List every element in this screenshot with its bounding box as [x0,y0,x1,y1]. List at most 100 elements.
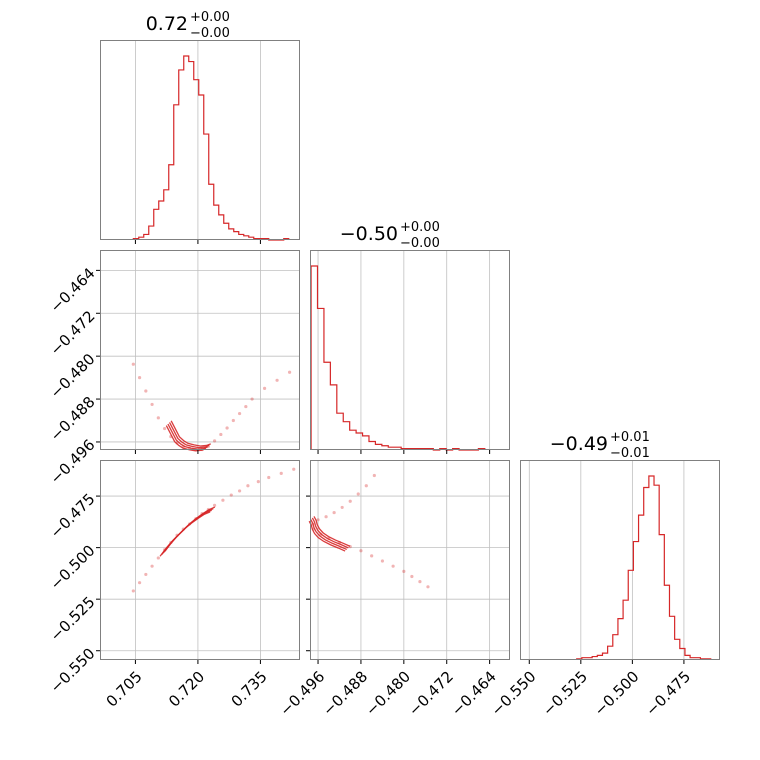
density-contour [170,420,211,447]
density-contour [311,517,349,549]
histogram-step-line [132,55,290,241]
title-upper-error: +0.01 [610,430,650,445]
sample-point [237,489,242,493]
sample-point [221,498,225,502]
sample-point [137,376,142,380]
sample-point [364,484,368,488]
density-contour [308,520,346,552]
sample-point [340,505,344,510]
y-tick-label: −0.500 [47,541,99,593]
sample-point [370,554,374,558]
panel-border [100,250,300,450]
sample-point [212,503,217,507]
x-tick-label: −0.488 [319,668,371,720]
y-tick-label: −0.480 [47,350,99,402]
sample-point [267,475,271,480]
sample-point [246,484,250,488]
scatter-panel-0-1: −0.496−0.488−0.480−0.472−0.464 [47,250,300,488]
sample-point [279,471,283,476]
x-tick-label: 0.705 [103,668,146,711]
panel-background [310,250,510,450]
sample-point [418,580,422,584]
x-tick-label: −0.480 [362,668,414,720]
y-tick-label: −0.496 [47,436,99,488]
title-lower-error: −0.01 [610,446,650,461]
density-contour [165,425,207,452]
sample-point [244,404,248,409]
sample-point [391,564,395,568]
sample-point [137,581,142,585]
panel-background [520,460,720,660]
sample-point [348,499,352,503]
sample-point [225,426,229,430]
panel-border [100,40,300,240]
sample-point [150,564,154,568]
density-contour [310,519,347,551]
sample-point [359,549,363,553]
x-tick-label: −0.550 [488,668,540,720]
sample-point [426,585,430,589]
sample-point [324,515,328,519]
histogram-step-line [310,265,486,451]
sample-point [144,572,148,577]
sample-point [275,378,279,382]
sample-point [162,426,167,431]
y-tick-label: −0.472 [47,307,99,359]
sample-point [332,510,336,515]
sample-point [237,411,242,416]
y-tick-label: −0.525 [47,593,99,645]
x-tick-label: −0.496 [276,668,328,720]
density-contour [167,423,208,450]
title-upper-error: +0.00 [400,220,440,235]
density-contour [168,422,210,449]
title-value: −0.49 [550,433,608,455]
panel-border [310,250,510,450]
x-tick-label: −0.472 [405,668,457,720]
sample-point [156,556,160,560]
sample-point [150,402,154,407]
title-value: 0.72 [146,13,188,35]
sample-point [229,493,233,497]
panel-background [100,40,300,240]
sample-point [292,467,296,471]
sample-point [316,518,320,522]
sample-point [144,389,148,393]
sample-point [156,416,160,420]
sample-point [380,559,384,563]
title-lower-error: −0.00 [190,26,230,41]
panel-border [310,460,510,660]
sample-point [219,432,223,437]
density-contour [313,516,351,547]
sample-point [131,362,135,366]
histogram-step-line [576,475,712,660]
sample-point [356,492,360,496]
title-upper-error: +0.00 [190,10,230,25]
sample-point [256,480,260,484]
density-contour [164,506,216,552]
title-value: −0.50 [340,223,398,245]
y-tick-label: −0.464 [47,264,99,316]
sample-point [250,397,254,401]
x-tick-label: −0.525 [539,668,591,720]
y-tick-label: −0.475 [47,490,99,542]
x-tick-label: −0.500 [591,668,643,720]
panel-border [100,460,300,660]
histogram-panel-2: −0.550 −0.525 −0.500 −0.475 −0.49 +0.01−0.01 [488,430,720,720]
sample-point [402,569,406,573]
sample-point [131,589,135,593]
y-tick-label: −0.488 [47,393,99,445]
x-tick-label: 0.720 [165,668,208,711]
scatter-panel-0-2: 0.705 0.720 0.735 −0.550−0.525−0.500−0.475 [47,460,300,711]
scatter-panel-1-2: −0.496−0.488−0.480−0.472−0.464 [276,460,510,720]
panel-border [520,460,720,660]
panel-background [100,250,300,450]
x-tick-label: −0.475 [642,668,694,720]
sample-point [231,418,235,423]
sample-point [410,574,414,579]
sample-point [372,473,376,478]
sample-point [212,439,217,443]
x-tick-label: 0.735 [228,668,271,711]
sample-point [287,370,292,374]
histogram-panel-0: 0.72 +0.00−0.00 [100,10,300,244]
